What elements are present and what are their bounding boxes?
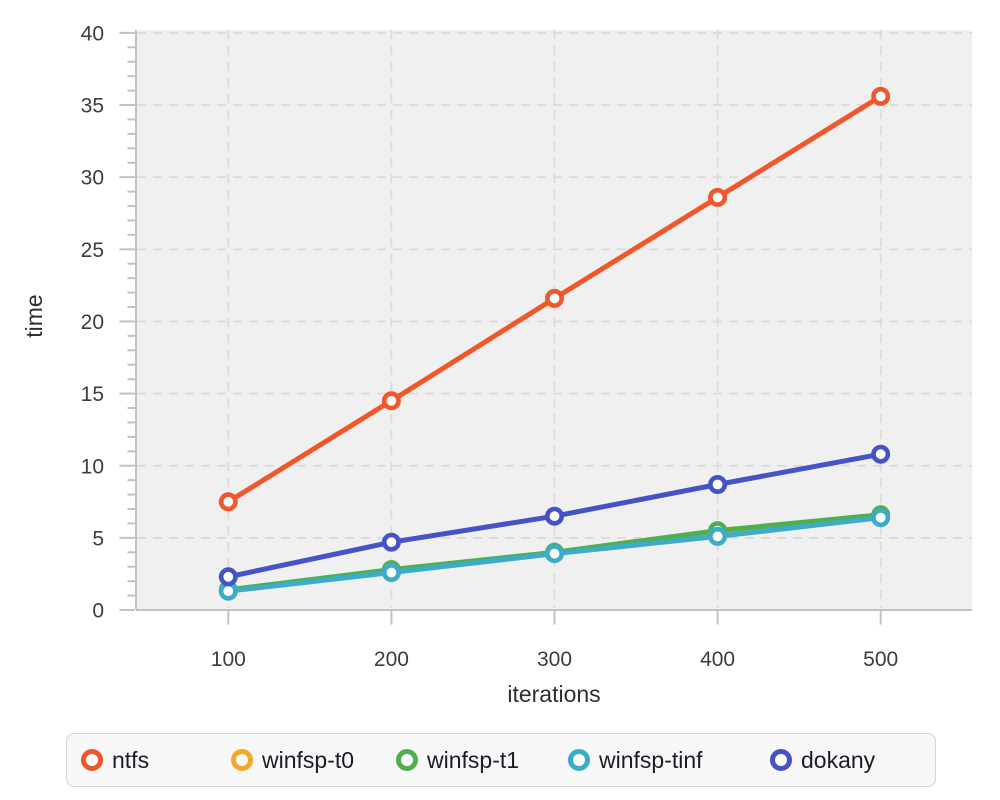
x-tick-label: 400: [700, 648, 735, 671]
data-point-dokany: [381, 532, 401, 552]
y-tick-label: 40: [81, 22, 104, 45]
data-point-dokany: [708, 474, 728, 494]
legend-marker-dokany: [770, 749, 792, 771]
legend-marker-winfsp-t0: [231, 749, 253, 771]
y-tick-label: 10: [81, 455, 104, 478]
x-tick-label: 100: [211, 648, 246, 671]
data-point-ntfs: [708, 187, 728, 207]
y-axis-title: time: [21, 294, 47, 337]
legend-marker-winfsp-t1: [396, 749, 418, 771]
y-tick-label: 0: [92, 600, 104, 623]
y-tick-label: 35: [81, 95, 104, 118]
y-tick-label: 5: [92, 527, 104, 550]
data-point-ntfs: [544, 288, 564, 308]
y-tick-label: 25: [81, 239, 104, 262]
y-tick-label: 30: [81, 167, 104, 190]
line-chart: 0 5 10 15 20 25 30 35 40 100 200 300 400 500 time ite…: [21, 22, 972, 707]
plot-area: 0 5 10 15 20 25 30 35 40 100 200 300 400 500: [81, 22, 972, 671]
legend-marker-winfsp-tinf: [568, 749, 590, 771]
data-point-ntfs: [871, 86, 891, 106]
legend-label: winfsp-tinf: [599, 746, 703, 773]
x-tick-label: 300: [537, 648, 572, 671]
data-point-ntfs: [381, 391, 401, 411]
data-point-dokany: [544, 506, 564, 526]
legend-item-winfsp-tinf: winfsp-tinf: [568, 747, 770, 774]
data-point-dokany: [871, 444, 891, 464]
data-point-dokany: [218, 567, 238, 587]
x-tick-label: 500: [863, 648, 898, 671]
data-point-winfsp-tinf: [544, 544, 564, 564]
legend-item-winfsp-t0: winfsp-t0: [231, 747, 396, 774]
legend-label: ntfs: [112, 746, 150, 773]
legend-marker-ntfs: [81, 749, 103, 771]
legend-label: winfsp-t1: [427, 746, 520, 773]
legend-label: winfsp-t0: [262, 746, 355, 773]
y-tick-label: 20: [81, 311, 104, 334]
x-tick-label: 200: [374, 648, 409, 671]
legend-item-winfsp-t1: winfsp-t1: [396, 747, 568, 774]
x-axis-title: iterations: [507, 681, 600, 707]
data-point-winfsp-tinf: [871, 508, 891, 528]
legend-item-dokany: dokany: [770, 747, 875, 774]
data-point-winfsp-tinf: [381, 562, 401, 582]
y-tick-label: 15: [81, 383, 104, 406]
legend-label: dokany: [801, 746, 876, 773]
data-point-winfsp-tinf: [708, 526, 728, 546]
data-point-ntfs: [218, 492, 238, 512]
legend: ntfs winfsp-t0 winfsp-t1 winfsp-tinf dokany: [66, 733, 936, 787]
legend-item-ntfs: ntfs: [81, 747, 231, 774]
